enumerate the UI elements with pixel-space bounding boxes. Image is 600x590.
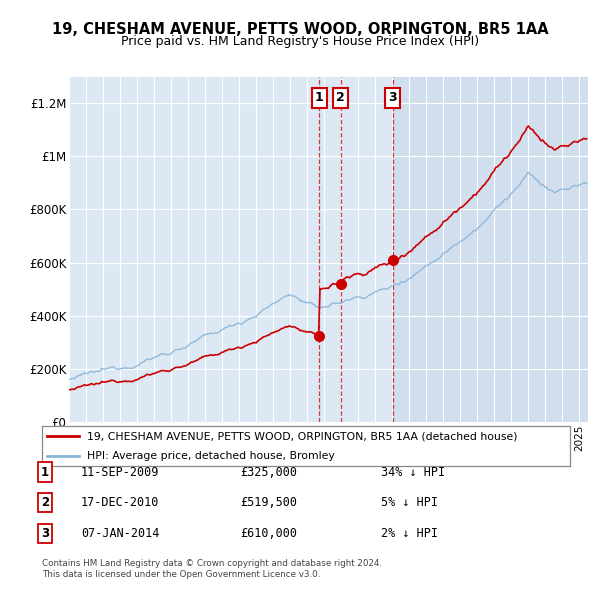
- Text: £610,000: £610,000: [240, 527, 297, 540]
- Text: 11-SEP-2009: 11-SEP-2009: [81, 466, 160, 478]
- Text: £325,000: £325,000: [240, 466, 297, 478]
- Text: 19, CHESHAM AVENUE, PETTS WOOD, ORPINGTON, BR5 1AA (detached house): 19, CHESHAM AVENUE, PETTS WOOD, ORPINGTO…: [87, 431, 517, 441]
- Text: 2: 2: [336, 91, 345, 104]
- Text: 17-DEC-2010: 17-DEC-2010: [81, 496, 160, 509]
- Text: £519,500: £519,500: [240, 496, 297, 509]
- Text: 2% ↓ HPI: 2% ↓ HPI: [381, 527, 438, 540]
- Text: 3: 3: [389, 91, 397, 104]
- Text: HPI: Average price, detached house, Bromley: HPI: Average price, detached house, Brom…: [87, 451, 335, 461]
- Text: 2: 2: [41, 496, 49, 509]
- Text: 1: 1: [315, 91, 323, 104]
- Text: 3: 3: [41, 527, 49, 540]
- Text: 19, CHESHAM AVENUE, PETTS WOOD, ORPINGTON, BR5 1AA: 19, CHESHAM AVENUE, PETTS WOOD, ORPINGTO…: [52, 22, 548, 37]
- Text: 5% ↓ HPI: 5% ↓ HPI: [381, 496, 438, 509]
- Text: This data is licensed under the Open Government Licence v3.0.: This data is licensed under the Open Gov…: [42, 571, 320, 579]
- Text: 34% ↓ HPI: 34% ↓ HPI: [381, 466, 445, 478]
- Text: 07-JAN-2014: 07-JAN-2014: [81, 527, 160, 540]
- Text: Contains HM Land Registry data © Crown copyright and database right 2024.: Contains HM Land Registry data © Crown c…: [42, 559, 382, 568]
- Text: Price paid vs. HM Land Registry's House Price Index (HPI): Price paid vs. HM Land Registry's House …: [121, 35, 479, 48]
- Text: 1: 1: [41, 466, 49, 478]
- Bar: [393, 77, 588, 422]
